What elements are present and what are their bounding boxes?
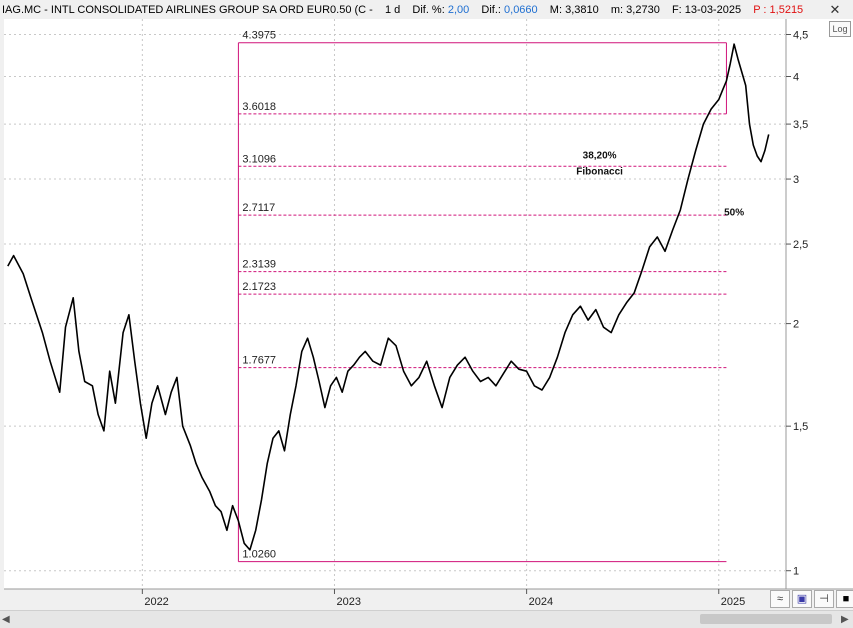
axis-background: [786, 19, 853, 589]
date-label: F:: [671, 4, 682, 16]
fib-level-label: 2.1723: [242, 281, 276, 293]
wave-icon[interactable]: ≈: [770, 590, 790, 608]
interval-label: 1 d: [384, 4, 401, 16]
date-value: 13-03-2025: [684, 4, 742, 16]
fib-level-label: 3.1096: [242, 153, 276, 165]
y-axis: 4,5 4 3,5 3 2,5 2 1,5 1: [786, 30, 808, 578]
fib-level-label: 3.6018: [242, 101, 276, 113]
chart-toolbar: ≈ ▣ ⊣ ■: [770, 590, 853, 608]
x-tick-label: 2022: [144, 596, 168, 608]
annotation-label: Fibonacci: [576, 166, 623, 177]
x-axis: 2022 2023 2024 2025: [141, 589, 745, 608]
symbol-label: IAG.MC - INTL CONSOLIDATED AIRLINES GROU…: [2, 4, 373, 16]
x-tick-label: 2023: [336, 596, 360, 608]
horizontal-scrollbar[interactable]: ◀ ▶: [0, 610, 853, 628]
plot-background: [4, 19, 786, 589]
y-tick-label: 3,5: [793, 119, 808, 131]
fib-level-label: 1.0260: [242, 549, 276, 561]
low-label: m:: [610, 4, 624, 16]
dif-pct-value: 2,00: [447, 4, 470, 16]
annotation-label: 50%: [724, 207, 744, 218]
close-icon[interactable]: ✕: [829, 2, 841, 17]
chart-header: IAG.MC - INTL CONSOLIDATED AIRLINES GROU…: [2, 2, 803, 18]
fib-level-label: 4.3975: [242, 30, 276, 42]
fib-level-label: 1.7677: [242, 355, 276, 367]
x-tick-label: 2024: [529, 596, 553, 608]
y-tick-label: 4: [793, 71, 799, 83]
fib-level-label: 2.7117: [242, 202, 275, 214]
x-tick-label: 2025: [721, 596, 745, 608]
y-tick-label: 2: [793, 319, 799, 331]
annotation-label: 38,20%: [583, 150, 617, 161]
high-value: 3,3810: [565, 4, 599, 16]
y-tick-label: 4,5: [793, 30, 808, 42]
y-tick-label: 2,5: [793, 239, 808, 251]
y-tick-label: 1,5: [793, 421, 808, 433]
scroll-left-icon[interactable]: ◀: [2, 614, 10, 625]
low-value: 3,2730: [626, 4, 660, 16]
scroll-right-icon[interactable]: ▶: [841, 614, 849, 625]
log-scale-button[interactable]: Log: [829, 21, 851, 37]
dif-label: Dif.:: [481, 4, 501, 16]
annotations: 38,20% Fibonacci 50%: [576, 150, 744, 218]
price-series: [7, 43, 770, 551]
p-value: 1,5215: [769, 4, 804, 16]
high-label: M:: [549, 4, 563, 16]
fib-level-label: 2.3139: [242, 259, 276, 271]
y-tick-label: 1: [793, 566, 799, 578]
save-icon[interactable]: ▣: [792, 590, 812, 608]
dif-pct-label: Dif. %:: [412, 4, 445, 16]
dif-value: 0,0660: [504, 4, 538, 16]
scrollbar-thumb[interactable]: [700, 614, 832, 624]
fibonacci-retracement[interactable]: 4.3975 3.6018 3.1096 2.7117 2.3139 2.1723 1.76…: [237, 30, 727, 563]
fill-square-icon[interactable]: ■: [836, 590, 853, 608]
pin-icon[interactable]: ⊣: [814, 590, 834, 608]
price-line: [7, 43, 770, 551]
y-tick-label: 3: [793, 174, 799, 186]
p-label: P :: [753, 4, 767, 16]
